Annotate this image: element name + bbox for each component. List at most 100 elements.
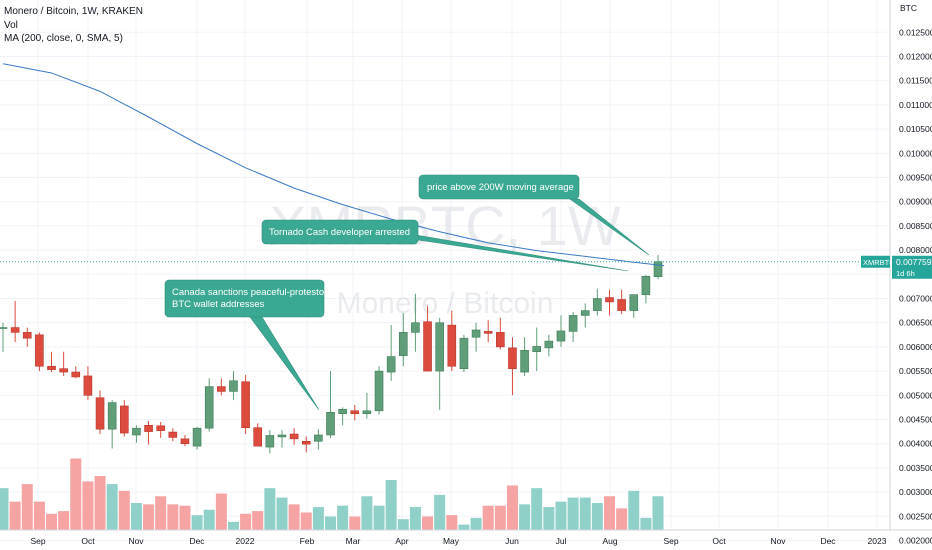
candle-body [71, 371, 81, 378]
volume-bar [276, 497, 288, 530]
moving-average-line [2, 63, 665, 267]
candle-body [350, 410, 360, 414]
time-tick-label: Nov [128, 536, 144, 546]
time-tick-label: Mar [346, 536, 361, 546]
volume-bar [33, 501, 45, 530]
candle [107, 400, 117, 449]
annotation-canada-sanctions[interactable]: Canada sanctions peaceful-protestorsBTC … [164, 279, 332, 411]
candle [35, 332, 44, 372]
bar-countdown: 1d 6h [896, 269, 915, 278]
candle [301, 436, 311, 453]
price-tick-label: 0.006500 [899, 318, 932, 328]
annotation-text: price above 200W moving average [427, 182, 574, 193]
price-tick-label: 0.006000 [899, 342, 932, 352]
annotation-text: Canada sanctions peaceful-protestors [172, 287, 332, 298]
candle-body [95, 397, 105, 430]
candle-body [423, 321, 432, 372]
price-tick-label: 0.003000 [899, 487, 932, 497]
candle [289, 428, 299, 445]
time-tick-label: 2022 [236, 536, 255, 546]
candle [265, 430, 275, 454]
candle-body [556, 330, 566, 342]
candle [398, 313, 408, 367]
price-tick-label: 0.005000 [899, 390, 932, 400]
annotation-text: Tornado Cash developer arrested [269, 227, 410, 238]
candle-body [605, 297, 614, 303]
moving-average-label[interactable]: MA (200, close, 0, SMA, 5) [4, 33, 123, 44]
candle [180, 434, 190, 447]
candle-body [35, 334, 44, 367]
time-tick-label: Apr [395, 536, 408, 546]
price-tick-label: 0.010500 [899, 124, 932, 134]
symbol-badge-text: XMRBTC [863, 258, 895, 267]
candle-body [398, 332, 408, 356]
price-tick-label: 0.002500 [899, 511, 932, 521]
candle-body [338, 409, 347, 414]
candle-body [0, 327, 8, 329]
candle-body [217, 386, 226, 392]
candle [508, 337, 517, 396]
candle-body [568, 315, 578, 332]
candle-body [593, 298, 602, 311]
candle-body [59, 368, 68, 373]
volume-bar [179, 505, 191, 530]
volume-bar [94, 476, 106, 530]
candle [593, 288, 602, 316]
volume-bar [106, 484, 118, 530]
candle [435, 317, 444, 410]
time-tick-label: Dec [820, 536, 836, 546]
candle [471, 322, 481, 352]
candle [83, 366, 93, 401]
candle-body [483, 331, 493, 334]
candle-body [520, 349, 529, 373]
volume-indicator-label[interactable]: Vol [4, 20, 18, 31]
price-tick-label: 0.008000 [899, 245, 932, 255]
annotation-200w-ma[interactable]: price above 200W moving average [418, 174, 650, 256]
candle [241, 374, 250, 435]
candle [168, 428, 178, 442]
volume-bar [543, 507, 555, 530]
volume-bar [9, 501, 21, 530]
candle-body [107, 402, 117, 430]
candle-body [641, 275, 651, 295]
volume-bar [300, 512, 312, 530]
price-tick-label: 0.007000 [899, 294, 932, 304]
volume-bar [494, 505, 506, 530]
candle-body [229, 380, 238, 392]
candle [217, 378, 226, 396]
candle-body [544, 340, 554, 349]
price-tick-label: 0.002000 [899, 536, 932, 546]
candle-body [289, 433, 299, 440]
candle-body [411, 322, 420, 333]
volume-bar [264, 488, 276, 530]
candle [338, 407, 347, 426]
volume-bar [640, 517, 652, 530]
last-price-label[interactable]: XMRBTC 0.007759 1d 6h [861, 255, 932, 279]
time-tick-label: Nov [770, 536, 786, 546]
candle-body [47, 365, 56, 370]
time-tick-label: Sep [30, 536, 45, 546]
volume-bar [82, 481, 94, 530]
volume-bar [349, 516, 361, 530]
price-tick-label: 0.010000 [899, 148, 932, 158]
candle-body [629, 294, 639, 311]
volume-bar [555, 501, 567, 530]
last-price-value: 0.007759 [896, 257, 932, 267]
candle-body [580, 310, 590, 316]
candle [192, 426, 202, 450]
volume-bar [579, 497, 591, 530]
volume-bar [0, 488, 9, 530]
callout-pointer [249, 316, 320, 411]
candle-body [435, 322, 444, 372]
candle-body [265, 435, 275, 448]
candle-body [496, 332, 505, 348]
candle [617, 289, 626, 314]
candle [556, 315, 566, 347]
candle-body [314, 434, 323, 442]
annotation-tornado-cash[interactable]: Tornado Cash developer arrested [261, 219, 629, 272]
price-tick-label: 0.012500 [899, 27, 932, 37]
watermark-name: Monero / Bitcoin [337, 287, 554, 320]
volume-bar [203, 509, 215, 530]
